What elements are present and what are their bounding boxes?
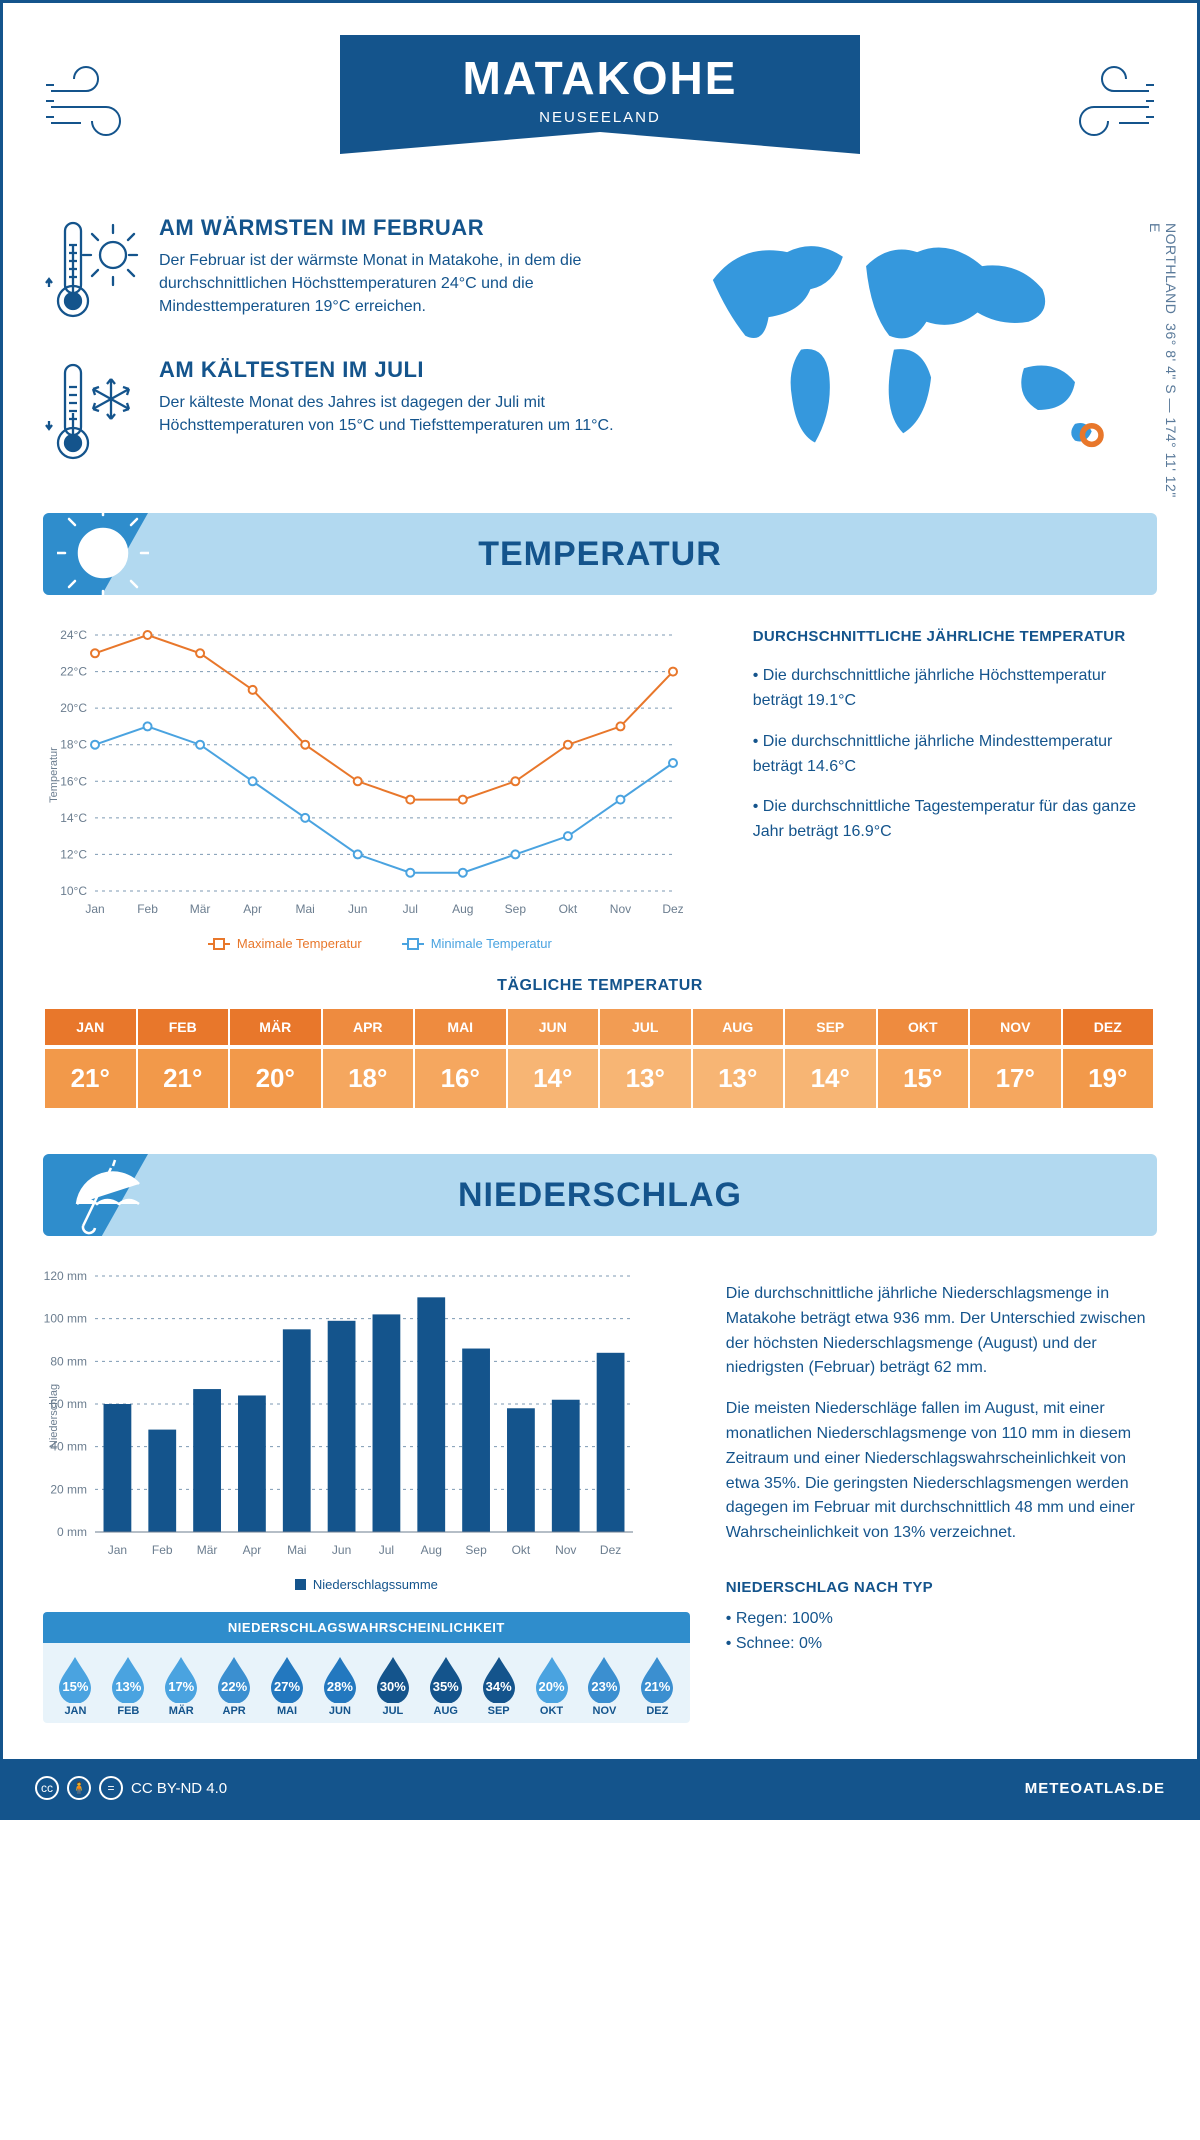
section-header-precip: NIEDERSCHLAG bbox=[43, 1154, 1157, 1236]
precipitation-chart: 0 mm20 mm40 mm60 mm80 mm100 mm120 mmJanF… bbox=[43, 1266, 643, 1566]
temp-legend: Maximale Temperatur Minimale Temperatur bbox=[43, 936, 717, 951]
wind-icon bbox=[43, 57, 153, 147]
precip-prob-drop: 35%AUG bbox=[419, 1653, 472, 1717]
precip-legend: Niederschlagssumme bbox=[43, 1577, 690, 1592]
fact-title: AM KÄLTESTEN IM JULI bbox=[159, 357, 619, 383]
svg-text:Feb: Feb bbox=[152, 1543, 173, 1557]
site-name: METEOATLAS.DE bbox=[1025, 1780, 1165, 1797]
svg-text:Mai: Mai bbox=[296, 902, 315, 916]
precip-prob-drop: 30%JUL bbox=[366, 1653, 419, 1717]
svg-text:100 mm: 100 mm bbox=[44, 1312, 87, 1326]
svg-text:22°C: 22°C bbox=[60, 665, 87, 679]
svg-text:80 mm: 80 mm bbox=[50, 1354, 87, 1368]
svg-text:Aug: Aug bbox=[452, 902, 473, 916]
svg-text:18°C: 18°C bbox=[60, 738, 87, 752]
svg-text:Sep: Sep bbox=[505, 902, 527, 916]
svg-text:Mär: Mär bbox=[190, 902, 211, 916]
svg-text:120 mm: 120 mm bbox=[44, 1269, 87, 1283]
svg-text:10°C: 10°C bbox=[60, 884, 87, 898]
svg-text:Dez: Dez bbox=[662, 902, 683, 916]
precip-prob-drop: 34%SEP bbox=[472, 1653, 525, 1717]
svg-text:20°C: 20°C bbox=[60, 701, 87, 715]
title-banner: MATAKOHE NEUSEELAND bbox=[340, 35, 860, 205]
svg-text:Apr: Apr bbox=[243, 902, 262, 916]
page-title: MATAKOHE bbox=[340, 51, 860, 105]
nd-icon: = bbox=[99, 1776, 123, 1800]
fact-title: AM WÄRMSTEN IM FEBRUAR bbox=[159, 215, 619, 241]
svg-text:14°C: 14°C bbox=[60, 811, 87, 825]
precip-text: Die durchschnittliche jährliche Niedersc… bbox=[726, 1266, 1157, 1723]
svg-text:0 mm: 0 mm bbox=[57, 1525, 87, 1539]
svg-text:Nov: Nov bbox=[610, 902, 631, 916]
svg-text:12°C: 12°C bbox=[60, 847, 87, 861]
svg-text:20 mm: 20 mm bbox=[50, 1482, 87, 1496]
precip-prob-drop: 13%FEB bbox=[102, 1653, 155, 1717]
fact-text: Der Februar ist der wärmste Monat in Mat… bbox=[159, 249, 619, 319]
svg-text:Feb: Feb bbox=[137, 902, 158, 916]
by-icon: 🧍 bbox=[67, 1776, 91, 1800]
precip-prob-drop: 27%MAI bbox=[261, 1653, 314, 1717]
temperature-chart: 10°C 12°C 14°C 16°C 18°C 20°C 22°C 24°C Jan Feb Mä… bbox=[43, 625, 683, 925]
page-subtitle: NEUSEELAND bbox=[340, 109, 860, 126]
svg-text:Jul: Jul bbox=[379, 1543, 394, 1557]
header: MATAKOHE NEUSEELAND bbox=[43, 35, 1157, 205]
daily-temp-values: 21°21°20°18°16°14°13°13°14°15°17°19° bbox=[43, 1047, 1157, 1110]
precip-prob-drop: 21%DEZ bbox=[631, 1653, 684, 1717]
section-title: TEMPERATUR bbox=[478, 535, 722, 574]
svg-text:Jun: Jun bbox=[332, 1543, 351, 1557]
svg-text:16°C: 16°C bbox=[60, 774, 87, 788]
svg-text:Temperatur: Temperatur bbox=[48, 747, 60, 803]
svg-text:Niederschlag: Niederschlag bbox=[48, 1384, 60, 1448]
svg-text:Jan: Jan bbox=[108, 1543, 127, 1557]
precip-prob-drop: 20%OKT bbox=[525, 1653, 578, 1717]
svg-text:Mär: Mär bbox=[197, 1543, 218, 1557]
precip-prob-drop: 17%MÄR bbox=[155, 1653, 208, 1717]
svg-text:Mai: Mai bbox=[287, 1543, 306, 1557]
umbrella-icon bbox=[57, 1148, 149, 1240]
thermometer-snow-icon bbox=[43, 357, 141, 467]
coordinates: NORTHLAND 36° 8' 4" S — 174° 11' 12" E bbox=[1147, 223, 1179, 499]
precip-prob-drop: 22%APR bbox=[208, 1653, 261, 1717]
svg-text:Jun: Jun bbox=[348, 902, 367, 916]
svg-text:Nov: Nov bbox=[555, 1543, 576, 1557]
precip-prob-drop: 23%NOV bbox=[578, 1653, 631, 1717]
sun-icon bbox=[57, 507, 149, 599]
license: cc 🧍 = CC BY-ND 4.0 bbox=[35, 1776, 227, 1800]
svg-text:Sep: Sep bbox=[465, 1543, 487, 1557]
svg-text:Jan: Jan bbox=[85, 902, 104, 916]
precip-prob-drop: 28%JUN bbox=[313, 1653, 366, 1717]
daily-temp-header: JANFEBMÄRAPRMAIJUNJULAUGSEPOKTNOVDEZ bbox=[43, 1007, 1157, 1047]
precip-probability-band: NIEDERSCHLAGSWAHRSCHEINLICHKEIT 15%JAN 1… bbox=[43, 1612, 690, 1723]
fact-text: Der kälteste Monat des Jahres ist dagege… bbox=[159, 391, 619, 437]
daily-temp-title: TÄGLICHE TEMPERATUR bbox=[43, 977, 1157, 995]
svg-text:Aug: Aug bbox=[421, 1543, 442, 1557]
fact-warmest: AM WÄRMSTEN IM FEBRUAR Der Februar ist d… bbox=[43, 215, 619, 325]
wind-icon bbox=[1047, 57, 1157, 147]
thermometer-sun-icon bbox=[43, 215, 141, 325]
fact-coldest: AM KÄLTESTEN IM JULI Der kälteste Monat … bbox=[43, 357, 619, 467]
svg-text:Okt: Okt bbox=[512, 1543, 531, 1557]
svg-text:Jul: Jul bbox=[403, 902, 418, 916]
svg-text:Apr: Apr bbox=[243, 1543, 262, 1557]
cc-icon: cc bbox=[35, 1776, 59, 1800]
precip-prob-drop: 15%JAN bbox=[49, 1653, 102, 1717]
world-map: NORTHLAND 36° 8' 4" S — 174° 11' 12" E bbox=[659, 215, 1157, 499]
svg-text:Dez: Dez bbox=[600, 1543, 621, 1557]
svg-text:24°C: 24°C bbox=[60, 628, 87, 642]
svg-text:Okt: Okt bbox=[559, 902, 578, 916]
section-header-temperature: TEMPERATUR bbox=[43, 513, 1157, 595]
temp-facts: DURCHSCHNITTLICHE JÄHRLICHE TEMPERATUR •… bbox=[753, 625, 1157, 951]
section-title: NIEDERSCHLAG bbox=[458, 1176, 742, 1215]
footer: cc 🧍 = CC BY-ND 4.0 METEOATLAS.DE bbox=[3, 1759, 1197, 1817]
